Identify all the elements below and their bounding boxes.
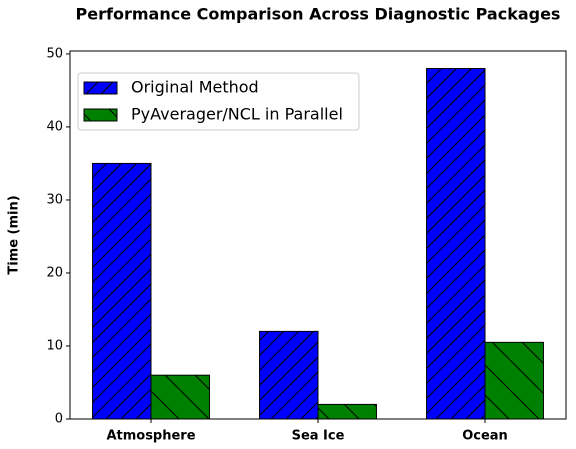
y-tick-label: 10 <box>46 338 63 353</box>
y-tick-label: 20 <box>46 265 63 280</box>
y-axis-label: Time (min) <box>7 195 22 274</box>
bar-hatch <box>317 403 377 420</box>
bar-hatch <box>259 330 319 420</box>
y-tick-label: 30 <box>46 192 63 207</box>
legend-label: Original Method <box>131 78 259 97</box>
y-tick-label: 40 <box>46 119 63 134</box>
y-tick-label: 50 <box>46 46 63 61</box>
bar-hatch <box>92 162 152 420</box>
legend-swatch-hatch <box>83 81 118 95</box>
y-tick-label: 0 <box>55 412 63 427</box>
x-tick-label: Sea Ice <box>292 429 345 444</box>
x-tick-label: Atmosphere <box>106 429 195 444</box>
plot-frame <box>69 50 567 420</box>
legend-label: PyAverager/NCL in Parallel <box>131 105 343 124</box>
chart-title: Performance Comparison Across Diagnostic… <box>76 5 561 24</box>
bar-hatch <box>150 374 210 420</box>
legend-swatch-hatch <box>83 108 118 122</box>
x-tick-label: Ocean <box>462 429 508 444</box>
bar-hatch <box>484 341 544 420</box>
legend <box>77 72 360 131</box>
bar-hatch <box>426 68 486 420</box>
